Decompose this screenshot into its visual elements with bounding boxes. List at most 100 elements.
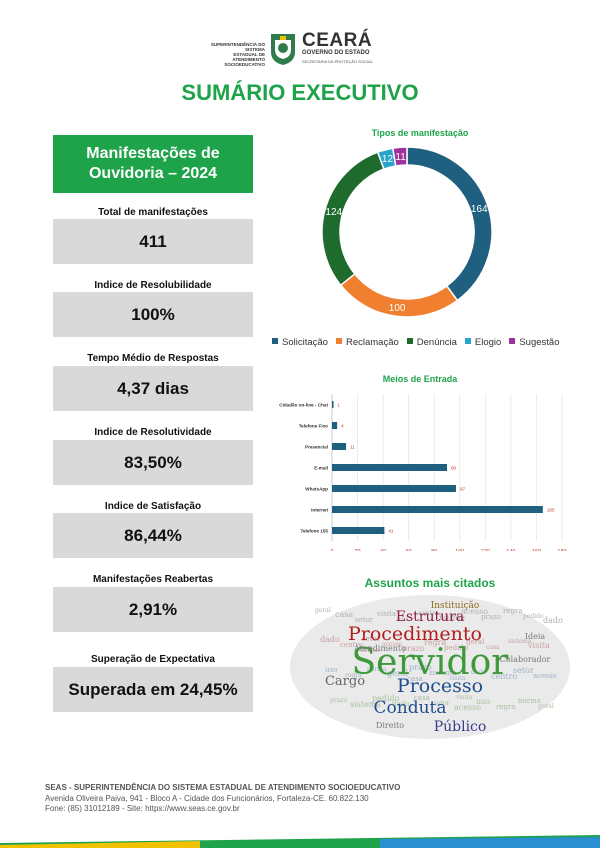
bar-data-label: 97: [460, 487, 466, 492]
y-tick-label: Presencial: [305, 445, 328, 450]
word-cloud-filler-word: norma: [439, 613, 465, 622]
x-tick-label: 120: [481, 549, 490, 551]
bar: [332, 506, 543, 513]
y-tick-label: Cidadão on-line - Chat: [279, 403, 328, 408]
word-cloud-filler-word: visita: [376, 610, 396, 618]
bar-data-label: 90: [451, 466, 457, 471]
word-cloud-filler-word: setor: [434, 700, 450, 707]
metric-value: Superada em 24,45%: [53, 667, 253, 712]
metric-value: 86,44%: [53, 513, 253, 558]
word-cloud-filler-word: norma: [360, 647, 380, 654]
summary-heading: Manifestações de Ouvidoria – 2024: [53, 135, 253, 193]
word-cloud-filler-word: acesso: [533, 672, 557, 680]
word-cloud-filler-word: casa: [414, 694, 430, 702]
wordcloud-title: Assuntos mais citados: [364, 576, 496, 590]
bar-data-label: 4: [341, 424, 344, 429]
legend-label: Reclamação: [345, 337, 399, 348]
footer-address: Avenida Oliveira Paiva, 941 - Bloco A - …: [45, 794, 369, 803]
logo-left-line: SOCIOEDUCATIVO: [224, 62, 265, 67]
word-cloud-filler-word: casa: [407, 675, 423, 683]
word-cloud-word: Colaborador: [500, 655, 551, 664]
word-cloud-filler-word: uso: [397, 616, 408, 623]
word-cloud-filler-word: visita: [527, 641, 550, 650]
x-tick-label: 0: [330, 549, 333, 551]
bar-data-label: 11: [350, 445, 355, 450]
word-cloud: geral setor prazo visita regra dado norma casa a…: [290, 595, 570, 739]
word-cloud-filler-word: norma: [518, 697, 541, 705]
legend-swatch: [272, 338, 278, 344]
y-tick-label: Telefone 155: [301, 529, 329, 534]
summary-heading-line: Ouvidoria – 2024: [88, 165, 218, 182]
word-cloud-filler-word: pedido: [523, 613, 544, 620]
legend-item: Denúncia: [406, 337, 457, 348]
logo-left-line: SUPERINTENDÊNCIA DO SISTEMA: [210, 42, 265, 52]
word-cloud-filler-word: geral: [315, 607, 331, 614]
logo-left-line: ESTADUAL DE ATENDIMENTO: [232, 52, 265, 62]
ceara-shield-icon: [271, 34, 295, 65]
page-title: SUMÁRIO EXECUTIVO: [181, 80, 419, 105]
word-cloud-filler-word: uso: [325, 666, 337, 674]
logo-left-text: SUPERINTENDÊNCIA DO SISTEMA ESTADUAL DE …: [205, 42, 265, 67]
legend-item: Elogio: [464, 337, 502, 348]
word-cloud-word: Procedimento: [348, 623, 482, 645]
legend-swatch: [406, 338, 413, 344]
word-cloud-filler-word: prazo: [409, 663, 432, 672]
ceara-logo: SUPERINTENDÊNCIA DO SISTEMA ESTADUAL DE …: [205, 30, 395, 68]
word-cloud-filler-word: pedido: [372, 694, 400, 703]
x-tick-label: 180: [557, 549, 566, 551]
x-tick-label: 40: [380, 549, 386, 551]
x-tick-label: 100: [455, 549, 464, 551]
word-cloud-word: Direito: [376, 721, 404, 730]
y-tick-label: E-mail: [314, 466, 328, 471]
word-cloud-word: Ideia: [525, 632, 546, 641]
word-cloud-filler-word: casa: [335, 610, 353, 619]
word-cloud-word: Público: [434, 719, 487, 735]
word-cloud-filler-word: visita: [455, 694, 473, 701]
legend-swatch: [464, 338, 471, 344]
word-cloud-word: Conduta: [374, 698, 447, 718]
logo-secretaria: SECRETARIA DA PROTEÇÃO SOCIAL: [302, 59, 373, 64]
word-cloud-filler-word: prazo: [402, 644, 425, 653]
word-cloud-filler-word: sistema: [508, 638, 532, 645]
bar: [332, 401, 334, 408]
summary-heading-line: Manifestações de: [86, 145, 220, 162]
donut-slice-sugestão: [391, 146, 408, 167]
legend-label: Denúncia: [416, 337, 457, 348]
word-cloud-filler-word: uso: [476, 697, 490, 706]
x-tick-label: 80: [431, 549, 437, 551]
donut-legend: Solicitação Reclamação Denúncia Elogio Suges…: [272, 337, 582, 348]
legend-swatch: [335, 338, 342, 344]
x-tick-label: 140: [506, 549, 515, 551]
donut-data-label: 164: [471, 204, 488, 215]
word-cloud-filler-word: sistema: [350, 700, 381, 709]
metric-value: 4,37 dias: [53, 366, 253, 411]
donut-data-label: 100: [389, 303, 406, 314]
word-cloud-filler-word: norma: [367, 666, 387, 673]
legend-label: Elogio: [474, 337, 502, 348]
word-cloud-word: Instituição: [431, 600, 480, 611]
word-cloud-filler-word: casa: [486, 644, 500, 651]
word-cloud-filler-word: pedido: [444, 644, 468, 652]
word-cloud-filler-word: sistema: [429, 669, 456, 677]
word-cloud-filler-word: acesso: [461, 607, 488, 616]
metric-label: Indice de Resolubilidade: [94, 280, 212, 291]
word-cloud-filler-word: prazo: [330, 697, 347, 704]
word-cloud-filler-word: dado: [471, 669, 486, 676]
legend-item: Sugestão: [509, 337, 559, 348]
word-cloud-filler-word: regra: [424, 638, 447, 647]
word-cloud-word: Cargo: [325, 674, 365, 689]
x-tick-label: 20: [354, 549, 360, 551]
word-cloud-filler-word: geral: [466, 638, 485, 646]
donut-chart: 164 100 124 12 11: [321, 146, 493, 318]
metric-label: Indice de Resolutividade: [94, 427, 212, 438]
bar-data-label: 1: [337, 403, 340, 408]
bar-chart: 0 20 40 60 80 100 120 140 160 180 Cidadão on-line …: [279, 394, 567, 551]
word-cloud-filler-word: centro: [419, 610, 439, 617]
word-cloud-filler-word: prazo: [481, 613, 501, 621]
word-cloud-filler-word: dado: [320, 635, 340, 644]
word-cloud-filler-word: setor: [362, 635, 381, 643]
word-cloud-filler-word: setor: [355, 616, 374, 624]
word-cloud-filler-word: regra: [496, 703, 516, 711]
bar-chart-title: Meios de Entrada: [382, 374, 458, 384]
word-cloud-filler-word: acesso: [454, 703, 481, 712]
